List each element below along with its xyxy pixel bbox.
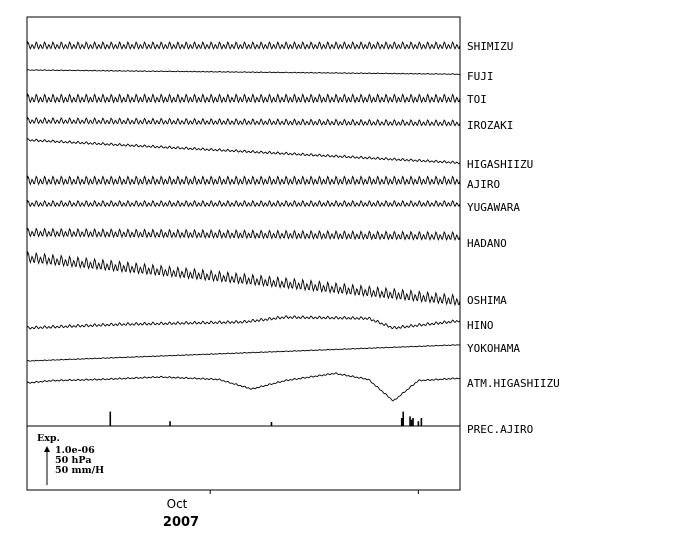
month-ticks xyxy=(209,490,419,494)
label-yokohama: YOKOHAMA xyxy=(467,342,520,355)
trace-shimizu xyxy=(26,41,461,50)
trace-toi xyxy=(26,93,461,104)
trace-fuji xyxy=(26,69,461,75)
label-prec-ajiro: PREC.AJIRO xyxy=(467,423,533,436)
scale-arrow-head xyxy=(44,446,50,452)
scale-strain: 1.0e-06 xyxy=(55,445,95,456)
x-month-label: Oct xyxy=(167,497,188,511)
label-higashiizu: HIGASHIIZU xyxy=(467,158,533,171)
trace-atm-higashiizu xyxy=(26,372,461,402)
label-toi: TOI xyxy=(467,93,487,106)
scale-legend: Exp. 1.0e-06 50 hPa 50 mm/H xyxy=(37,433,104,485)
trace-hadano xyxy=(26,227,461,242)
label-atm-higashiizu: ATM.HIGASHIIZU xyxy=(467,377,560,390)
trace-irozaki xyxy=(26,116,461,127)
trace-ajiro xyxy=(26,175,461,186)
scale-pressure: 50 hPa xyxy=(55,455,91,466)
label-fuji: FUJI xyxy=(467,70,494,83)
x-year-label: 2007 xyxy=(163,515,199,530)
trace-yokohama xyxy=(26,344,461,362)
label-hino: HINO xyxy=(467,319,494,332)
label-yugawara: YUGAWARA xyxy=(467,201,520,214)
label-irozaki: IROZAKI xyxy=(467,119,513,132)
trace-yugawara xyxy=(26,199,461,208)
series-group xyxy=(26,41,461,426)
label-oshima: OSHIMA xyxy=(467,294,507,307)
label-hadano: HADANO xyxy=(467,237,507,250)
trace-higashiizu xyxy=(26,138,461,165)
scale-legend-title: Exp. xyxy=(37,433,60,444)
label-group: SHIMIZU FUJI TOI IROZAKI HIGASHIIZU AJIRO YUGA… xyxy=(467,40,560,436)
scale-precip: 50 mm/H xyxy=(55,465,104,476)
label-shimizu: SHIMIZU xyxy=(467,40,513,53)
trace-oshima xyxy=(26,250,461,307)
plot-frame xyxy=(26,16,461,491)
label-ajiro: AJIRO xyxy=(467,178,500,191)
trace-hino xyxy=(26,315,461,330)
